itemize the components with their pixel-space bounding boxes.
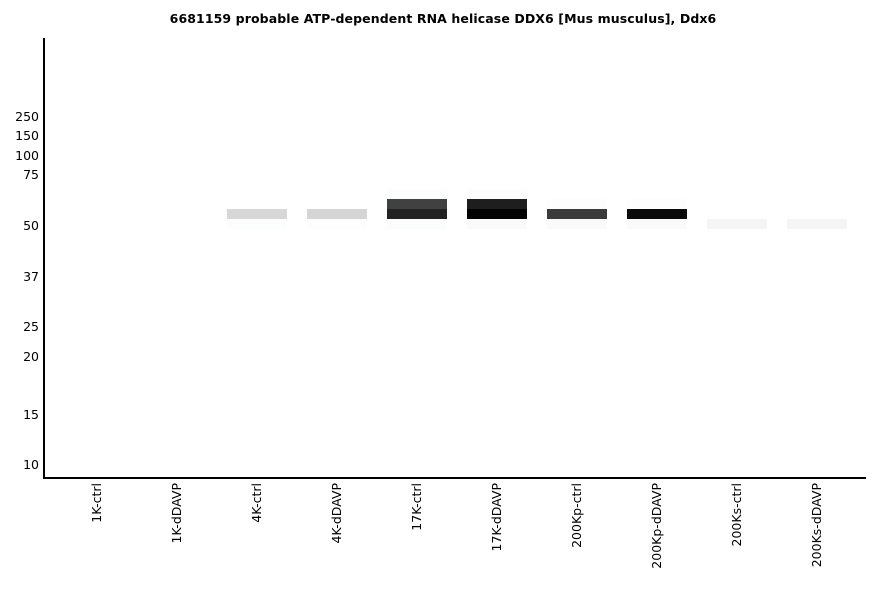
blot-band-4K-ctrl <box>227 219 287 229</box>
blot-band-200Kp-ctrl <box>547 219 607 229</box>
y-tick-label-250: 250 <box>15 109 39 124</box>
blot-band-200Kp-ctrl <box>547 209 607 219</box>
y-tick-label-37: 37 <box>23 269 39 284</box>
blot-band-17K-ctrl <box>387 219 447 229</box>
blot-band-4K-dDAVP <box>307 209 367 219</box>
blot-band-200Kp-dDAVP <box>627 209 687 219</box>
y-tick-label-10: 10 <box>23 457 39 472</box>
blot-band-17K-ctrl <box>387 209 447 219</box>
y-tick-label-25: 25 <box>23 319 39 334</box>
y-axis-line <box>43 38 45 479</box>
y-tick-label-20: 20 <box>23 349 39 364</box>
lane-label-200Ks-ctrl: 200Ks-ctrl <box>729 483 744 547</box>
blot-band-17K-dDAVP <box>467 219 527 229</box>
lane-label-4K-dDAVP: 4K-dDAVP <box>329 483 344 544</box>
lane-label-200Ks-dDAVP: 200Ks-dDAVP <box>809 483 824 568</box>
lane-label-200Kp-ctrl: 200Kp-ctrl <box>569 483 584 548</box>
chart-title: 6681159 probable ATP-dependent RNA helic… <box>169 11 717 26</box>
blot-band-200Ks-ctrl <box>707 219 767 229</box>
lane-label-17K-ctrl: 17K-ctrl <box>409 483 424 531</box>
blot-band-4K-ctrl <box>227 209 287 219</box>
blot-band-17K-dDAVP <box>467 209 527 219</box>
lane-label-1K-dDAVP: 1K-dDAVP <box>169 483 184 544</box>
blot-band-200Ks-dDAVP <box>787 219 847 229</box>
lane-label-1K-ctrl: 1K-ctrl <box>89 483 104 523</box>
blot-band-17K-ctrl <box>387 189 447 199</box>
y-tick-label-15: 15 <box>23 407 39 422</box>
lane-label-17K-dDAVP: 17K-dDAVP <box>489 483 504 552</box>
lane-label-200Kp-dDAVP: 200Kp-dDAVP <box>649 483 664 569</box>
blot-band-17K-ctrl <box>387 199 447 209</box>
x-axis-line <box>43 477 866 479</box>
y-tick-label-50: 50 <box>23 218 39 233</box>
y-tick-label-100: 100 <box>15 148 39 163</box>
y-tick-label-150: 150 <box>15 128 39 143</box>
blot-band-17K-dDAVP <box>467 189 527 199</box>
blot-band-200Kp-dDAVP <box>627 199 687 209</box>
blot-band-200Kp-dDAVP <box>627 219 687 229</box>
blot-band-17K-dDAVP <box>467 199 527 209</box>
lane-label-4K-ctrl: 4K-ctrl <box>249 483 264 523</box>
blot-band-200Kp-ctrl <box>547 199 607 209</box>
blot-band-4K-dDAVP <box>307 219 367 229</box>
y-tick-label-75: 75 <box>23 167 39 182</box>
